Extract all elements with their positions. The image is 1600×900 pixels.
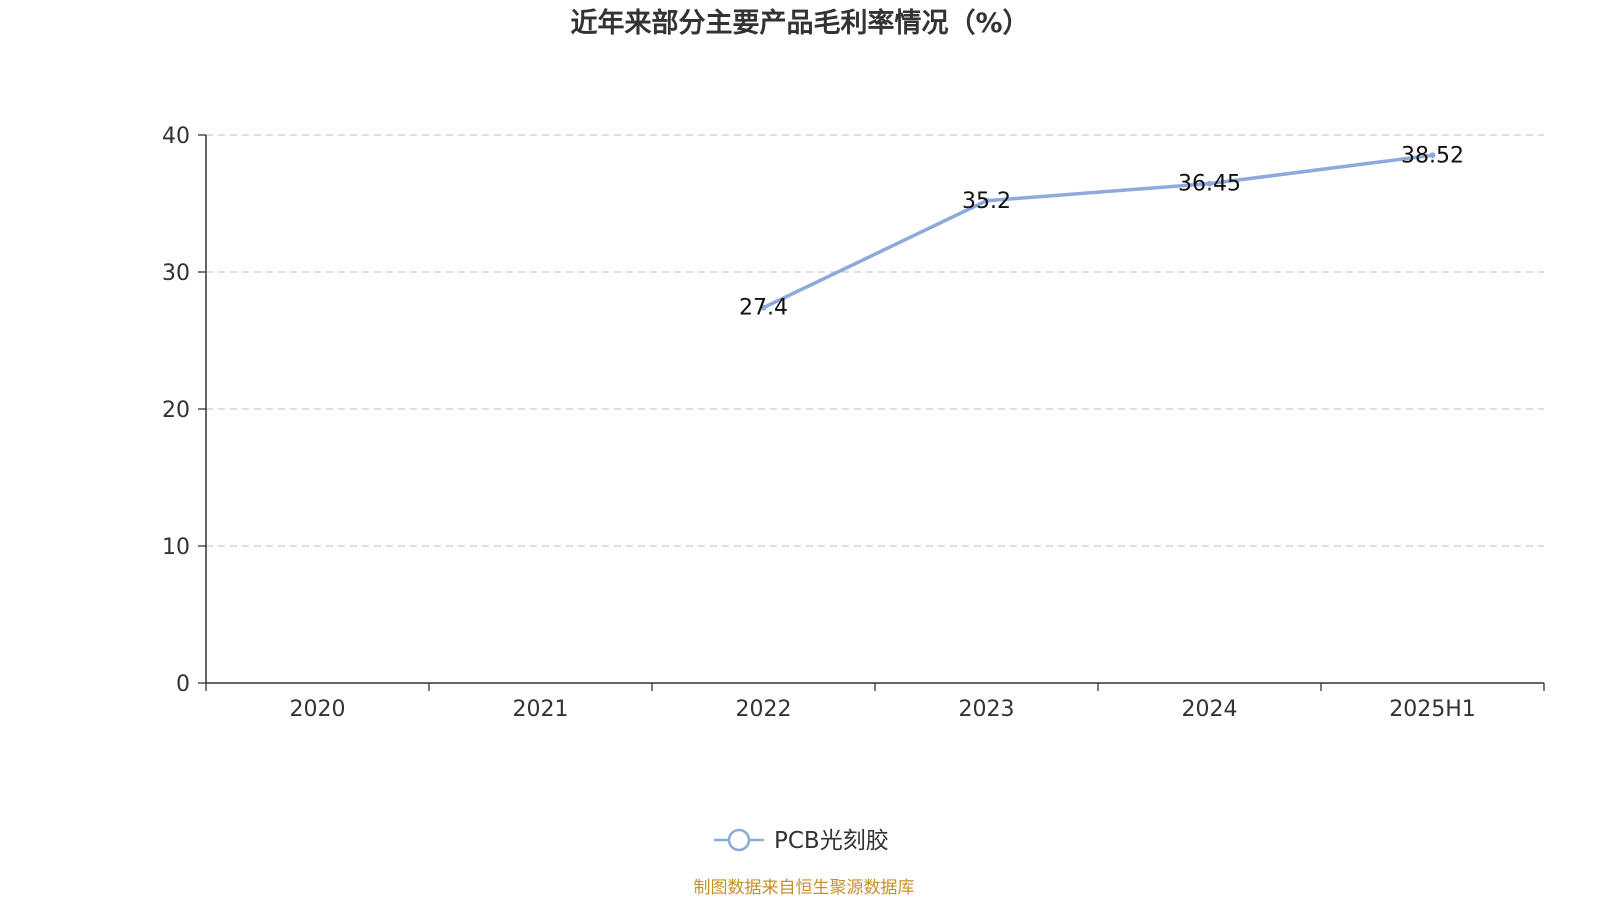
y-tick-label: 10 — [162, 535, 190, 560]
x-tick-label-2023: 2023 — [959, 697, 1015, 722]
data-point[interactable] — [760, 304, 767, 311]
data-label: 38.52 — [1401, 143, 1464, 168]
axes: 0 10 20 30 40 2020 2021 2022 2023 2024 2025H1 — [162, 124, 1545, 722]
data-label: 35.2 — [962, 189, 1011, 214]
data-labels: 27.4 35.2 36.45 38.52 — [739, 143, 1464, 320]
data-point[interactable] — [1206, 180, 1213, 187]
legend-marker-icon — [727, 828, 751, 852]
data-label: 27.4 — [739, 296, 788, 321]
grid-lines — [206, 134, 1544, 547]
legend-label: PCB光刻胶 — [774, 828, 889, 854]
y-tick-label: 0 — [176, 672, 190, 697]
y-tick-label: 40 — [162, 124, 190, 149]
series-layer — [760, 152, 1436, 311]
data-point[interactable] — [1429, 152, 1436, 159]
y-tick-label: 30 — [162, 261, 190, 286]
x-tick-label-2022: 2022 — [736, 697, 792, 722]
series-line — [761, 153, 1435, 310]
legend[interactable]: PCB光刻胶 — [714, 828, 889, 854]
x-tick-label-2020: 2020 — [290, 697, 346, 722]
data-label: 36.45 — [1178, 172, 1241, 197]
x-tick-label-2025H1: 2025H1 — [1389, 697, 1476, 722]
source-note: 制图数据来自恒生聚源数据库 — [694, 878, 915, 898]
data-point[interactable] — [983, 197, 990, 204]
x-tick-label-2021: 2021 — [513, 697, 569, 722]
x-tick-label-2024: 2024 — [1182, 697, 1238, 722]
chart-title: 近年来部分主要产品毛利率情况（%） — [570, 7, 1029, 39]
y-tick-label: 20 — [162, 398, 190, 423]
